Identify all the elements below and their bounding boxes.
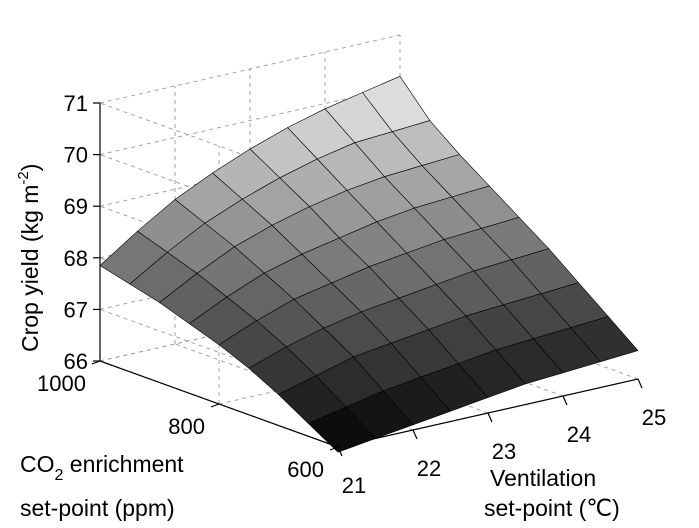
- x-tick-label: 23: [492, 439, 516, 464]
- z-tick-label: 69: [64, 194, 88, 219]
- z-tick-label: 71: [64, 91, 88, 116]
- y-tick-label: 800: [168, 414, 205, 439]
- z-axis-label: Crop yield (kg m-2): [15, 164, 43, 352]
- x-tick-mark: [562, 395, 568, 406]
- x-axis-label-line2: set-point (℃): [484, 495, 620, 521]
- surface-patch: [307, 406, 376, 453]
- x-tick-label: 21: [342, 473, 366, 498]
- x-tick-mark: [412, 429, 418, 440]
- y-axis-label-line1: CO2 enrichment: [20, 451, 184, 484]
- x-tick-label: 22: [417, 456, 441, 481]
- y-tick-label: 1000: [37, 371, 86, 396]
- y-tick-mark: [210, 403, 220, 408]
- x-tick-mark: [637, 378, 643, 389]
- z-tick-label: 67: [64, 297, 88, 322]
- x-tick-label: 24: [567, 422, 591, 447]
- gridline-wall-z: [99, 34, 401, 104]
- x-tick-mark: [487, 412, 493, 423]
- x-tick-label: 25: [642, 405, 666, 430]
- x-axis-label-line1: Ventilation: [490, 465, 596, 491]
- y-axis-label-line2: set-point (ppm): [20, 495, 175, 521]
- z-tick-label: 66: [64, 349, 88, 374]
- y-tick-mark: [329, 446, 339, 451]
- x-tick-mark: [337, 446, 343, 457]
- y-tick-label: 600: [287, 457, 324, 482]
- z-tick-label: 70: [64, 143, 88, 168]
- z-tick-label: 68: [64, 246, 88, 271]
- surface-mesh: [99, 76, 639, 453]
